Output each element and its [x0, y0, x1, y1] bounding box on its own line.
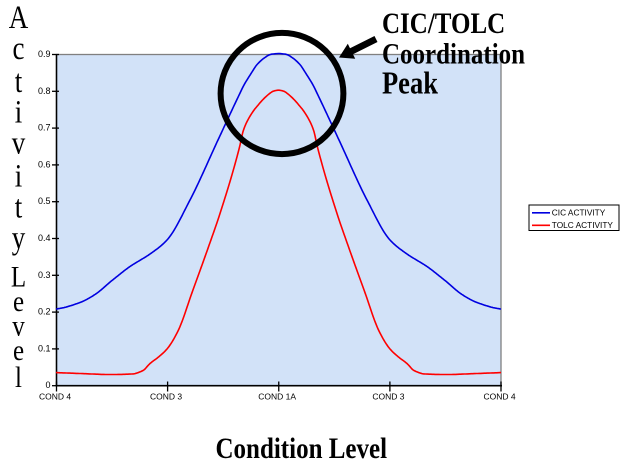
svg-text:0.1: 0.1 [38, 343, 51, 353]
svg-text:i: i [15, 158, 23, 194]
svg-text:0.2: 0.2 [38, 307, 51, 317]
svg-text:e: e [13, 333, 24, 367]
svg-text:v: v [12, 125, 26, 161]
svg-text:l: l [15, 360, 22, 394]
svg-text:e: e [13, 284, 24, 318]
svg-text:0.4: 0.4 [38, 233, 51, 243]
svg-text:A: A [9, 0, 29, 36]
svg-text:COND 3: COND 3 [150, 392, 182, 402]
svg-text:0.9: 0.9 [38, 49, 51, 59]
svg-text:CIC/TOLC: CIC/TOLC [382, 6, 505, 40]
svg-text:L: L [11, 259, 26, 293]
svg-text:c: c [13, 31, 25, 67]
svg-text:COND 3: COND 3 [372, 392, 404, 402]
svg-text:Peak: Peak [382, 66, 439, 101]
svg-text:v: v [12, 308, 25, 342]
svg-text:COND 1A: COND 1A [258, 392, 296, 402]
svg-text:Coordination: Coordination [382, 36, 525, 70]
svg-text:i: i [15, 94, 23, 130]
svg-text:t: t [15, 189, 23, 225]
svg-text:0.5: 0.5 [38, 196, 51, 206]
svg-text:COND 4: COND 4 [39, 392, 71, 402]
svg-text:0: 0 [45, 380, 50, 390]
svg-text:0.6: 0.6 [38, 159, 51, 169]
svg-text:t: t [15, 64, 23, 100]
svg-text:CIC ACTIVITY: CIC ACTIVITY [552, 208, 606, 218]
svg-text:Condition Level: Condition Level [216, 431, 388, 465]
svg-text:COND 4: COND 4 [483, 392, 515, 402]
svg-text:0.3: 0.3 [38, 270, 51, 280]
svg-text:y: y [12, 220, 26, 256]
svg-text:0.8: 0.8 [38, 86, 51, 96]
svg-text:0.7: 0.7 [38, 123, 51, 133]
svg-text:TOLC ACTIVITY: TOLC ACTIVITY [552, 220, 614, 230]
